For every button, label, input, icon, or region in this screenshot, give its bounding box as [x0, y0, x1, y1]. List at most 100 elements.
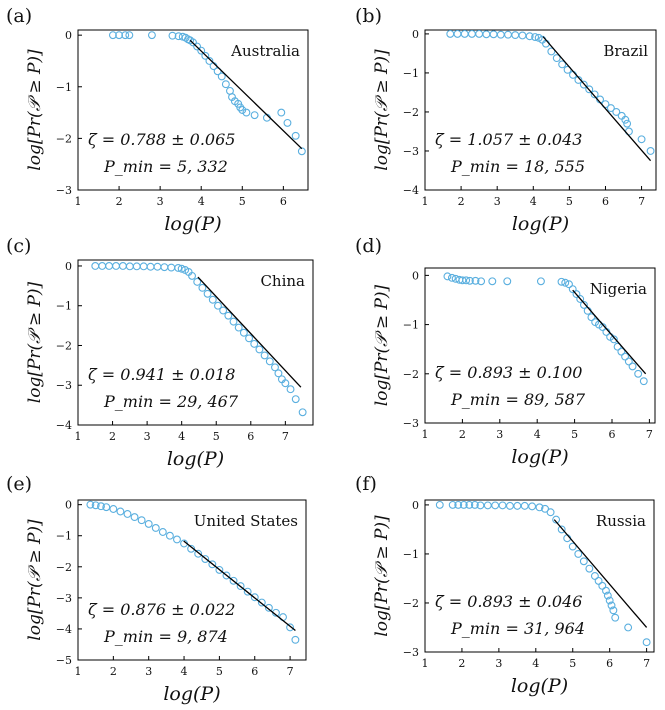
- data-point: [194, 549, 203, 558]
- data-point: [605, 596, 614, 605]
- data-point: [257, 598, 266, 607]
- data-point: [634, 369, 643, 378]
- data-point: [552, 515, 561, 524]
- zeta-annotation: ζ = 0.876 ± 0.022: [88, 600, 235, 619]
- x-axis-label: log(P): [512, 213, 569, 235]
- data-point: [621, 115, 630, 124]
- country-title: Nigeria: [590, 280, 647, 298]
- data-point: [173, 535, 181, 544]
- x-axis-label: log(P): [163, 683, 220, 705]
- data-point: [498, 501, 507, 510]
- data-point: [446, 29, 455, 38]
- data-point: [465, 500, 474, 509]
- data-point: [151, 524, 160, 532]
- y-tick-label: 0: [65, 29, 72, 42]
- x-tick-label: 2: [109, 430, 116, 443]
- panel-label: (f): [355, 473, 377, 495]
- data-point: [585, 564, 594, 573]
- x-tick-label: 5: [216, 665, 223, 678]
- data-point: [518, 31, 527, 40]
- data-point: [222, 571, 231, 580]
- y-tick-label: −3: [403, 145, 419, 158]
- x-tick-label: 3: [496, 428, 503, 441]
- data-point: [214, 301, 222, 310]
- x-axis-label: log(P): [511, 446, 568, 468]
- y-tick-label: −1: [403, 548, 419, 561]
- data-point: [568, 542, 577, 551]
- data-point: [561, 278, 570, 287]
- country-title: Australia: [230, 42, 300, 60]
- data-point: [435, 500, 444, 509]
- data-point: [168, 31, 177, 40]
- data-point: [277, 108, 286, 117]
- data-point: [552, 54, 561, 63]
- data-point: [528, 502, 537, 511]
- panel-b: (b) Brazil 1 2 3 4 5 6 7 0 −1 −2 −3 −4 ζ = 1.057 ± 0.0…: [355, 5, 657, 235]
- panel-label: (c): [6, 235, 31, 257]
- data-point: [607, 601, 616, 610]
- data-point: [193, 42, 202, 51]
- axes-frame: [77, 499, 307, 661]
- data-point: [453, 29, 462, 38]
- x-tick-label: 5: [566, 195, 573, 208]
- data-point: [160, 263, 169, 272]
- x-tick-label: 3: [494, 195, 501, 208]
- y-tick-label: −4: [403, 184, 419, 197]
- data-point: [271, 363, 279, 372]
- y-tick-label: −2: [403, 368, 419, 381]
- x-tick-label: 1: [75, 430, 82, 443]
- data-point: [86, 500, 95, 509]
- data-point: [250, 339, 259, 348]
- x-tick-label: 7: [646, 428, 653, 441]
- data-point: [146, 262, 155, 271]
- data-point: [250, 111, 259, 120]
- fit-line: [189, 39, 303, 150]
- data-point: [102, 503, 111, 512]
- y-tick-label: −1: [56, 530, 72, 543]
- x-tick-label: 6: [606, 657, 613, 670]
- zeta-annotation: ζ = 0.788 ± 0.065: [88, 130, 235, 149]
- data-point: [108, 31, 117, 40]
- x-tick-label: 4: [532, 657, 539, 670]
- data-point: [115, 31, 124, 40]
- x-tick-label: 2: [110, 665, 117, 678]
- y-tick-label: −1: [403, 319, 419, 332]
- data-point: [281, 379, 290, 388]
- y-tick-label: −4: [56, 419, 72, 432]
- x-tick-label: 4: [198, 195, 205, 208]
- x-axis-label: log(P): [164, 213, 221, 235]
- country-title: China: [260, 272, 305, 290]
- data-point: [467, 29, 476, 38]
- data-point: [239, 328, 248, 337]
- data-point: [219, 306, 228, 315]
- data-point: [475, 29, 484, 38]
- data-point: [105, 262, 114, 270]
- data-point: [187, 544, 196, 553]
- panel-label: (d): [355, 235, 382, 257]
- data-point: [491, 501, 500, 510]
- data-point: [458, 276, 467, 285]
- fit-line: [197, 276, 302, 388]
- data-point: [208, 560, 217, 569]
- y-tick-label: −1: [403, 67, 419, 80]
- data-point: [572, 290, 581, 299]
- data-point: [465, 276, 474, 285]
- x-tick-label: 2: [458, 195, 465, 208]
- data-point: [503, 277, 512, 286]
- data-point: [97, 502, 105, 511]
- data-point: [234, 323, 243, 332]
- data-point: [621, 352, 630, 361]
- y-tick-label: −1: [56, 81, 72, 94]
- data-point: [116, 507, 125, 516]
- x-tick-label: 6: [280, 195, 287, 208]
- data-point: [167, 263, 176, 272]
- zeta-annotation: ζ = 1.057 ± 0.043: [435, 130, 582, 149]
- data-point: [606, 104, 615, 112]
- data-point: [568, 285, 577, 294]
- y-tick-label: −3: [403, 417, 419, 430]
- pmin-annotation: P_min = 18, 555: [450, 157, 585, 176]
- x-tick-label: 7: [287, 665, 294, 678]
- data-point: [520, 501, 529, 510]
- x-tick-label: 2: [459, 428, 466, 441]
